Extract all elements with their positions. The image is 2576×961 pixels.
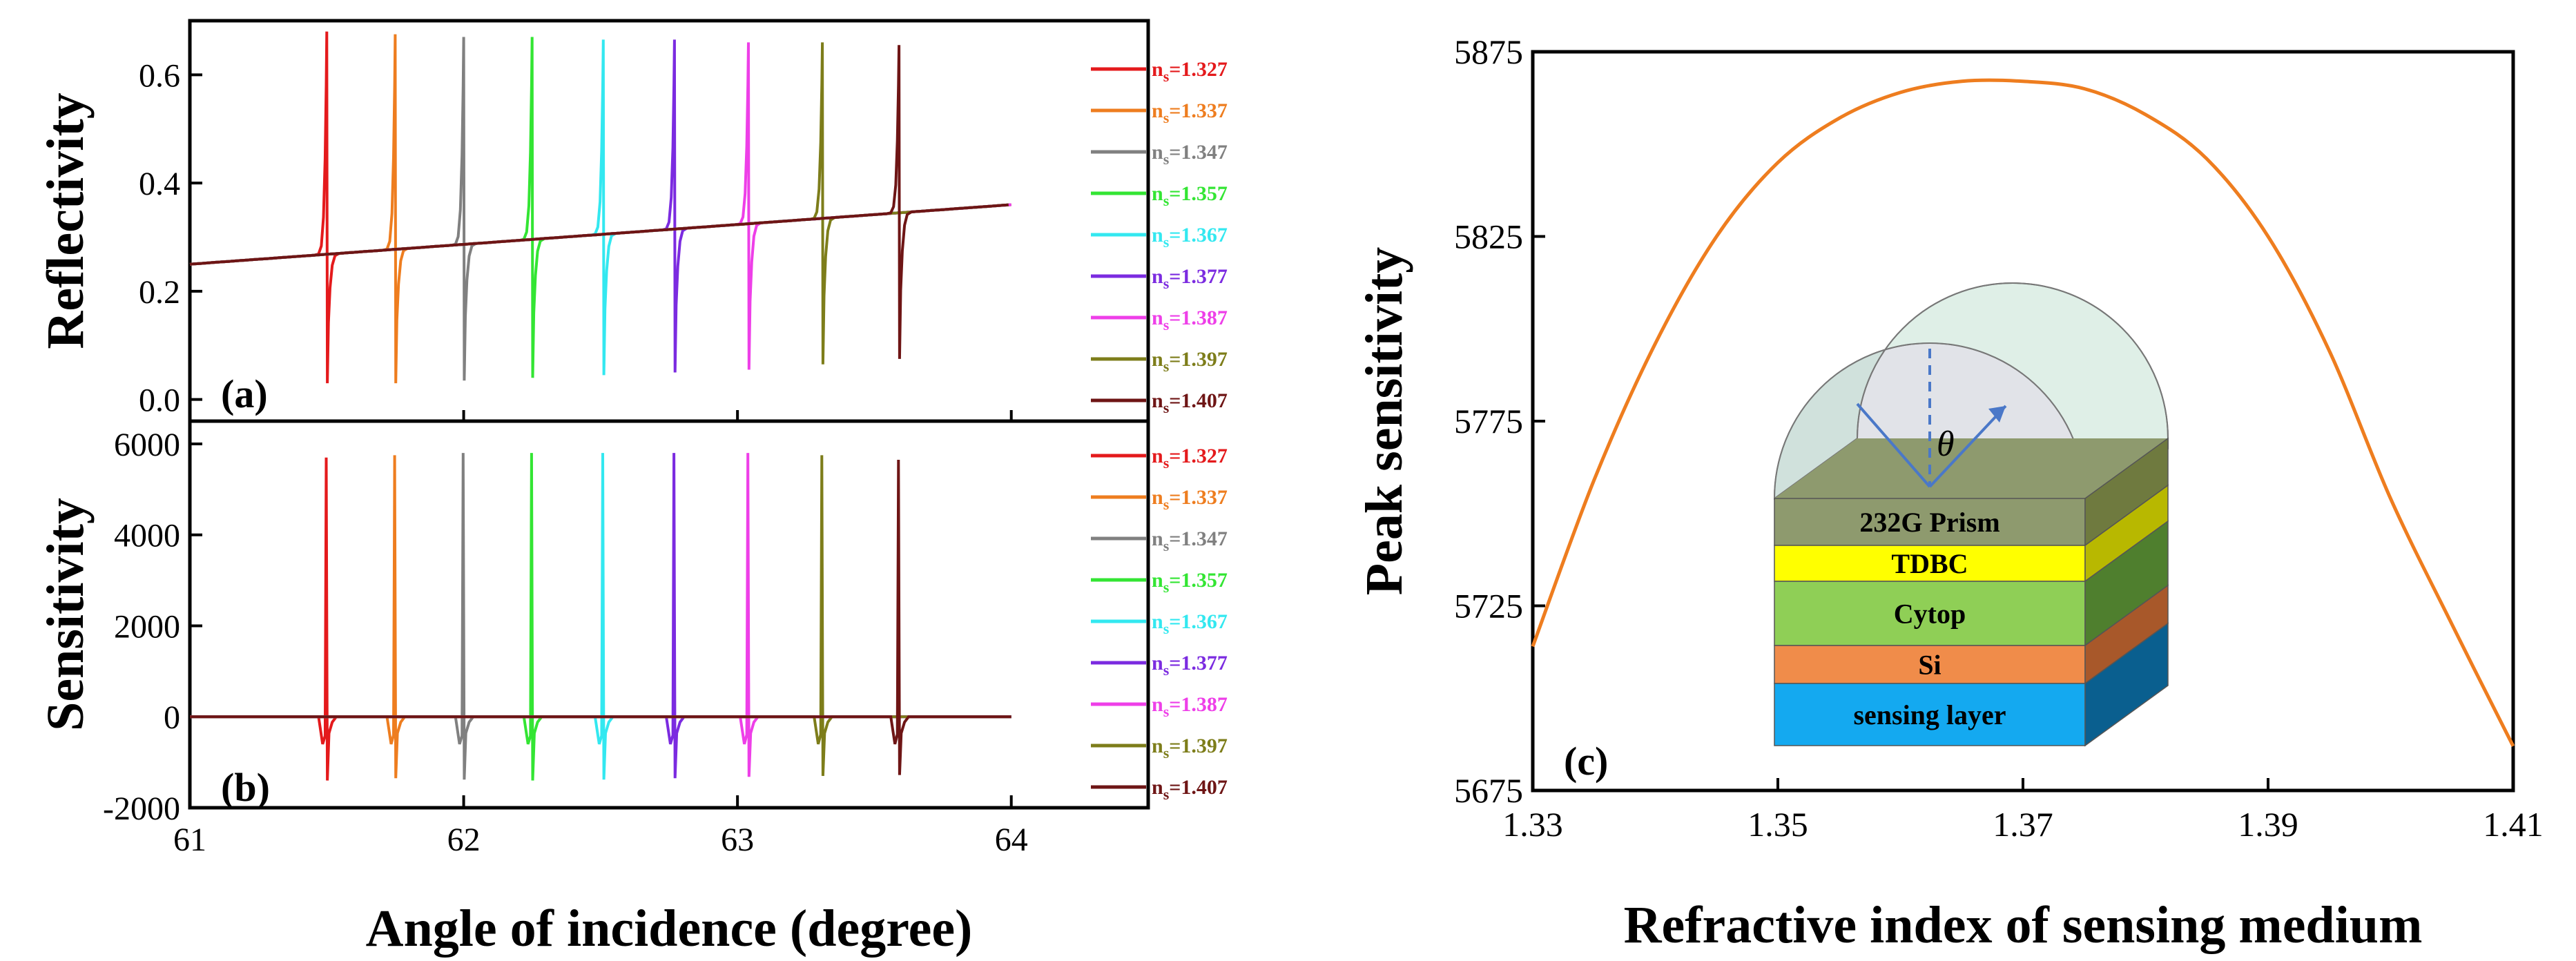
inset-layer-front: [1774, 498, 2086, 546]
panel-b-y-tick-label: 6000: [114, 427, 180, 463]
panel-b-axis-ticks: -2000 0 2000 4000 6000 61 62 63 64: [103, 427, 1028, 858]
panel-a-legend-entry: ns=1.377: [1152, 265, 1228, 292]
panel-b-legend-entry: ns=1.337: [1152, 486, 1228, 513]
incident-ray: [1856, 402, 1931, 488]
panel-b-x-axis-label: Angle of incidence (degree): [366, 900, 973, 958]
panel-c-x-tick-label: 1.35: [1747, 805, 1808, 844]
panel-a-legend-entry: ns=1.407: [1152, 389, 1228, 416]
panel-a-y-ticks: 0.0 0.2 0.4 0.6: [139, 57, 1013, 421]
panel-a-y-tick-label: 0.2: [139, 274, 180, 311]
prism-dome-back-edge: [1857, 282, 2169, 439]
panel-c-y-tick-label: 5875: [1454, 32, 1523, 71]
panel-b-series-line: [190, 459, 1011, 775]
panel-b-legend-entry: ns=1.387: [1152, 693, 1228, 720]
panel-c-y-tick-label: 5775: [1454, 402, 1523, 440]
panel-b-y-tick-label: -2000: [103, 790, 180, 827]
panel-b-x-tick-label: 61: [173, 822, 206, 858]
panel-b-plot-frame: [188, 419, 1150, 810]
theta-symbol: θ: [1937, 425, 1955, 464]
panel-b-series-line: [190, 455, 1011, 776]
panel-b-y-axis-label: Sensitivity: [37, 498, 95, 731]
panel-c-axis-ticks: 5675 5725 5775 5825 5875 1.33 1.35 1.37 1.39 1.41: [1454, 32, 2544, 844]
layer-structure-inset: 232G Prism TDBC Cytop Si sensing layer θ: [1773, 282, 2169, 747]
panel-a-reflectivity-chart: 0.00.20.40.6 ns=1.327ns=1.337ns=1.347ns=…: [37, 19, 1228, 423]
panel-b-label: (b): [221, 765, 270, 810]
panel-a-legend-entry: ns=1.357: [1152, 182, 1228, 209]
panel-c-x-tick-label: 1.37: [1993, 805, 2053, 844]
panel-a-legend-entry: ns=1.397: [1152, 348, 1228, 375]
panel-b-series-line: [190, 453, 1011, 780]
inset-layer-label: sensing layer: [1853, 699, 2006, 730]
panel-b-legend-entry: ns=1.377: [1152, 652, 1228, 679]
panel-c-y-axis-label: Peak sensitivity: [1355, 247, 1413, 596]
panel-c-y-tick-label: 5825: [1454, 217, 1523, 256]
inset-layer-front: [1774, 645, 2086, 684]
panel-c-y-tick-label: 5725: [1454, 587, 1523, 625]
panel-b-legend-entry: ns=1.347: [1152, 527, 1228, 554]
inset-layer-front: [1774, 683, 2086, 746]
panel-a-legend-entry: ns=1.367: [1152, 224, 1228, 251]
panel-c-y-tick-label: 5675: [1454, 771, 1523, 810]
panel-a-legend: ns=1.327 ns=1.337 ns=1.347 ns=1.357 ns=1.367…: [1091, 58, 1228, 416]
panel-c-x-axis-label: Refractive index of sensing medium: [1624, 896, 2423, 954]
panel-b-series-line: [190, 457, 1011, 781]
reflected-ray: [1928, 405, 2007, 488]
panel-b-x-tick-label: 63: [721, 822, 754, 858]
panel-b-series-lines: [190, 453, 1011, 781]
inset-layer-front: [1774, 581, 2086, 646]
panel-b-y-tick-label: 0: [164, 699, 180, 736]
inset-layer-front: [1774, 545, 2086, 582]
panel-b-x-tick-label: 62: [447, 822, 481, 858]
panel-a-y-tick-label: 0.0: [139, 382, 180, 419]
panel-a-legend-entry: ns=1.347: [1152, 141, 1228, 168]
inset-layer-side: [2084, 622, 2169, 747]
panel-b-series-line: [190, 455, 1011, 779]
panel-b-legend-entry: ns=1.357: [1152, 569, 1228, 596]
panel-a-legend-entry: ns=1.387: [1152, 307, 1228, 333]
panel-b-legend-entry: ns=1.327: [1152, 445, 1228, 472]
panel-a-legend-entry: ns=1.337: [1152, 99, 1228, 126]
panel-b-legend-entry: ns=1.397: [1152, 735, 1228, 761]
inset-layer-label: Cytop: [1894, 599, 1966, 630]
panel-b-series-line: [190, 453, 1011, 779]
panel-a-y-tick-label: 0.6: [139, 57, 180, 94]
panel-a-series-lines: [189, 31, 1011, 384]
panel-b-series-line: [190, 453, 1011, 780]
reflected-ray-arrowhead: [1988, 406, 2006, 423]
panel-c-x-tick-label: 1.33: [1502, 805, 1563, 844]
panel-c-series-line: [1531, 78, 2515, 747]
inset-layer-label: TDBC: [1891, 548, 1968, 579]
panel-b-legend-entry: ns=1.367: [1152, 610, 1228, 637]
panel-b-series-line: [190, 453, 1011, 781]
panel-b-x-tick-label: 64: [995, 822, 1028, 858]
panel-b-y-tick-label: 4000: [114, 518, 180, 554]
inset-layer-label: 232G Prism: [1859, 507, 1999, 538]
panel-c-peak-sensitivity-chart: 5675 5725 5775 5825 5875 1.33 1.35 1.37 1.39 1.41…: [1355, 32, 2544, 954]
panel-a-legend-entry: ns=1.327: [1152, 58, 1228, 85]
panel-a-series-line: [189, 45, 1009, 359]
panel-b-y-tick-label: 2000: [114, 608, 180, 645]
panel-a-y-tick-label: 0.4: [139, 166, 180, 202]
inset-layer-label: Si: [1918, 650, 1941, 681]
panel-a-y-axis-label: Reflectivity: [37, 93, 95, 349]
panel-c-x-tick-label: 1.39: [2238, 805, 2298, 844]
panel-b-legend: ns=1.327 ns=1.337 ns=1.347 ns=1.357 ns=1.367…: [1091, 445, 1228, 803]
panel-a-label: (a): [221, 371, 268, 416]
panel-b-legend-entry: ns=1.407: [1152, 776, 1228, 803]
panel-c-label: (c): [1564, 739, 1608, 784]
panel-b-series-line: [190, 453, 1011, 777]
panel-c-series-line: [1531, 78, 2515, 747]
prism-top-face: [1774, 438, 2168, 498]
panel-c-x-tick-label: 1.41: [2483, 805, 2544, 844]
